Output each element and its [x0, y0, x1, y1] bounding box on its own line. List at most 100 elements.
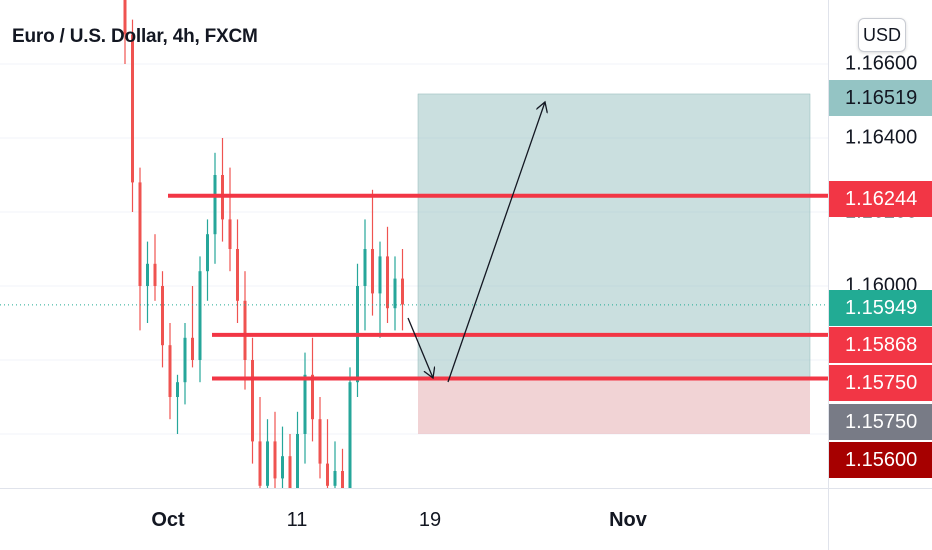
projection-arrow-down[interactable] [407, 317, 433, 378]
candle [363, 219, 367, 331]
price-axis[interactable]: 1.16600 1.16400 1.16200 1.16000 1.16519 … [828, 0, 932, 488]
currency-button[interactable]: USD [858, 18, 906, 52]
candle-body [123, 0, 127, 35]
arrow-drawings[interactable] [407, 102, 545, 383]
entry-marker-badge: 1.15750 [829, 404, 932, 440]
candle-body [176, 382, 179, 397]
candle-body [348, 382, 352, 488]
price-tick: 1.16400 [845, 126, 918, 149]
candle [131, 19, 134, 212]
candle-body [401, 278, 404, 305]
candle-body [333, 471, 337, 486]
time-label-oct: Oct [151, 509, 185, 531]
candle-body [198, 271, 202, 360]
candle-body [378, 256, 382, 294]
candle-body [206, 234, 209, 272]
candle-body [326, 463, 329, 486]
level-price-badge: 1.15868 [829, 327, 932, 363]
candle [386, 226, 389, 323]
candle-body [363, 249, 367, 286]
stop-price-badge: 1.15600 [829, 442, 932, 478]
candle [288, 434, 292, 488]
horizontal-levels[interactable] [0, 193, 828, 381]
candle [296, 411, 299, 488]
candle [258, 397, 262, 488]
candle-body [251, 360, 254, 442]
candle [318, 397, 322, 479]
candle [378, 241, 382, 338]
position-zones[interactable] [417, 93, 811, 435]
candle-body [138, 182, 142, 286]
chart-title: Euro / U.S. Dollar, 4h, FXCM [12, 26, 258, 47]
candle-body [393, 278, 397, 309]
candle-body [228, 219, 232, 249]
candle [123, 0, 127, 64]
candle-body [131, 34, 134, 183]
profit-target-zone[interactable] [417, 93, 811, 379]
candle [266, 419, 269, 488]
candle-body [296, 434, 299, 488]
candle [213, 152, 217, 264]
candle-body [153, 263, 157, 286]
candle-body [386, 256, 389, 309]
candle-body [161, 286, 164, 346]
candle [251, 337, 254, 464]
time-label-11: 11 [286, 509, 308, 531]
candlestick-chart[interactable] [0, 0, 828, 488]
current-price-badge: 1.15949 [829, 290, 932, 326]
candle [243, 271, 247, 390]
candle-body [146, 263, 149, 286]
candle-body [168, 345, 172, 397]
candle [341, 448, 344, 488]
candle-body [236, 249, 239, 301]
candle-series [123, 0, 404, 488]
time-label-19: 19 [418, 509, 442, 531]
candle [303, 352, 307, 464]
candle-body [311, 374, 314, 420]
candle [183, 323, 187, 405]
candle-body [341, 471, 344, 488]
chart-grid [0, 63, 828, 435]
stop-loss-zone[interactable] [418, 378, 810, 435]
entry-price-badge: 1.15750 [829, 365, 932, 401]
candle [236, 219, 239, 323]
candle-body [266, 441, 269, 486]
candle [138, 167, 142, 331]
candle-body [281, 456, 284, 479]
candle [371, 189, 374, 316]
candle-body [273, 441, 277, 479]
time-label-nov: Nov [609, 509, 647, 531]
axis-corner [828, 488, 932, 550]
candle [348, 367, 352, 488]
candle [401, 249, 404, 331]
candle [206, 219, 209, 301]
candle [228, 167, 232, 272]
candle-body [288, 456, 292, 488]
candle [273, 411, 277, 488]
candle [393, 256, 397, 331]
chart-plot-area[interactable]: Euro / U.S. Dollar, 4h, FXCM [0, 0, 828, 488]
candle [146, 241, 149, 323]
candle-body [371, 249, 374, 294]
candle-body [213, 175, 217, 235]
candle [281, 426, 284, 488]
candle-body [318, 419, 322, 464]
candle [311, 337, 314, 442]
candle [326, 419, 329, 488]
target-price-badge: 1.16519 [829, 80, 932, 116]
candle [161, 271, 164, 368]
level-price-badge: 1.16244 [829, 181, 932, 217]
time-axis[interactable]: Oct 11 19 Nov [0, 488, 828, 550]
candle [168, 323, 172, 420]
projection-arrow-up[interactable] [447, 102, 545, 383]
candle [153, 234, 157, 301]
candle [198, 256, 202, 383]
candle-body [258, 441, 262, 486]
candle-body [243, 300, 247, 360]
candle-body [303, 374, 307, 434]
candle [333, 441, 337, 488]
candle-body [183, 337, 187, 383]
price-tick: 1.16600 [845, 52, 918, 75]
candle [191, 286, 194, 368]
